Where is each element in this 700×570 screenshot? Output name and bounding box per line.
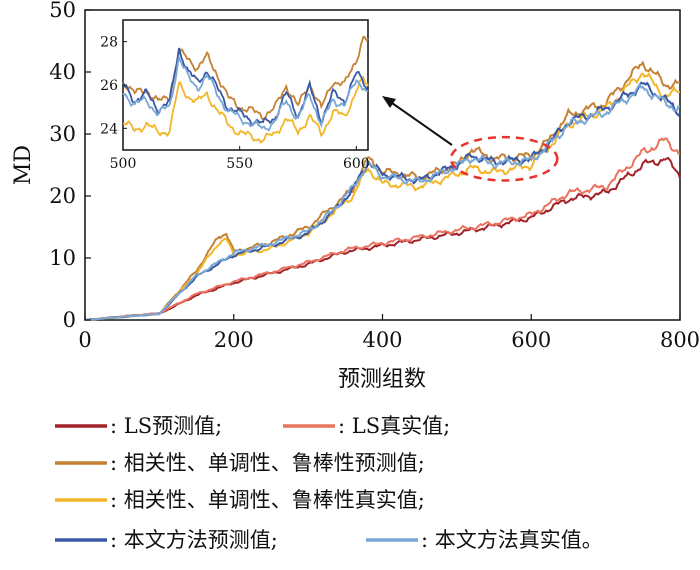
x-tick-label: 400 xyxy=(362,328,402,352)
y-tick-label: 0 xyxy=(63,308,76,332)
inset-series-layer xyxy=(122,35,369,144)
x-ticks: 0 200 400 600 800 xyxy=(78,314,700,352)
y-ticks: 0 10 20 30 40 50 xyxy=(49,0,91,332)
arrow-line xyxy=(391,102,453,146)
legend-label-相关性-单调性-鲁棒性预测值: : 相关性、单调性、鲁棒性预测值; xyxy=(110,451,425,475)
inset-x-tick-label: 500 xyxy=(110,156,137,172)
inset-x-tick-label: 600 xyxy=(343,156,370,172)
legend-label-LS真实值: : LS真实值; xyxy=(338,414,450,438)
y-tick-label: 40 xyxy=(49,60,76,84)
inset-y-tick-label: 28 xyxy=(100,35,118,51)
legend: : LS预测值; : LS真实值; : 相关性、单调性、鲁棒性预测值; : 相关性、单… xyxy=(55,414,603,552)
inset-series-line-相关性-单调性-鲁棒性预测值 xyxy=(122,35,369,121)
x-tick-label: 600 xyxy=(511,328,551,352)
legend-label-本文方法真实值: : 本文方法真实值。 xyxy=(421,528,603,552)
series-line-LS真实值 xyxy=(85,137,681,321)
legend-label-本文方法预测值: : 本文方法预测值; xyxy=(110,528,278,552)
zoom-arrow xyxy=(382,96,453,146)
x-tick-label: 200 xyxy=(214,328,254,352)
inset-x-ticks: 500 550 600 xyxy=(110,146,370,172)
inset-series-line-本文方法真实值 xyxy=(122,54,369,132)
series-line-相关性-单调性-鲁棒性真实值 xyxy=(85,72,681,321)
y-tick-label: 20 xyxy=(49,184,76,208)
x-tick-label: 0 xyxy=(78,328,91,352)
y-axis-title: MD xyxy=(11,145,36,185)
inset-y-tick-label: 26 xyxy=(100,78,118,94)
y-tick-label: 50 xyxy=(49,0,76,22)
x-axis-title: 预测组数 xyxy=(338,367,426,392)
legend-label-相关性-单调性-鲁棒性真实值: : 相关性、单调性、鲁棒性真实值; xyxy=(110,488,425,512)
arrow-head xyxy=(382,96,396,108)
inset-y-ticks: 24 26 28 xyxy=(100,35,127,137)
inset-series-line-相关性-单调性-鲁棒性真实值 xyxy=(122,75,369,144)
y-tick-label: 10 xyxy=(49,246,76,270)
highlight-ellipse xyxy=(449,135,559,182)
series-line-本文方法真实值 xyxy=(84,83,681,321)
x-tick-label: 800 xyxy=(660,328,700,352)
y-tick-label: 30 xyxy=(49,122,76,146)
inset-plot: 500 550 600 24 26 28 xyxy=(100,19,370,172)
legend-label-LS预测值: : LS预测值; xyxy=(110,414,222,438)
series-layer xyxy=(84,60,681,322)
inset-x-tick-label: 550 xyxy=(226,156,253,172)
series-line-相关性-单调性-鲁棒性预测值 xyxy=(84,60,681,322)
inset-y-tick-label: 24 xyxy=(100,121,118,137)
inset-frame xyxy=(122,19,369,151)
inset-series-line-本文方法预测值 xyxy=(122,47,369,127)
